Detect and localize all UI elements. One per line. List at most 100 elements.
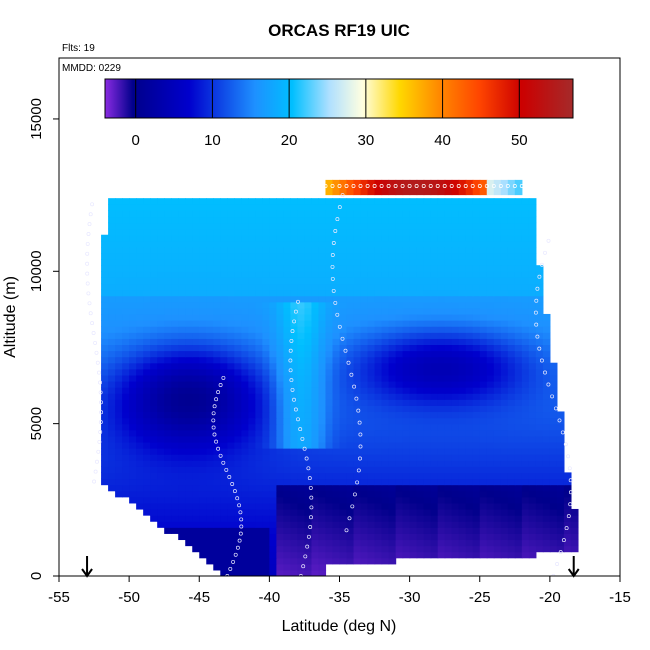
sample-point — [331, 241, 336, 245]
heatmap-cell — [507, 387, 516, 394]
heatmap-cell — [150, 423, 158, 431]
heatmap-cell — [108, 380, 116, 388]
heatmap-cell — [521, 344, 530, 352]
heatmap-cell — [157, 521, 165, 528]
heatmap-cell — [360, 429, 369, 437]
heatmap-cell — [185, 259, 193, 266]
heatmap-cell — [535, 521, 544, 528]
heatmap-cell — [262, 460, 270, 467]
heatmap-cell — [157, 265, 165, 272]
heatmap-cell — [227, 557, 235, 565]
heatmap-cell — [500, 301, 509, 309]
heatmap-cell — [542, 362, 551, 370]
heatmap-cell — [122, 362, 130, 370]
heatmap-cell — [199, 222, 207, 230]
heatmap-cell — [297, 411, 306, 419]
heatmap-cell — [409, 380, 418, 388]
heatmap-cell — [507, 429, 516, 437]
heatmap-cell — [248, 502, 256, 510]
heatmap-cell — [395, 362, 404, 370]
heatmap-cell — [185, 502, 193, 510]
heatmap-cell — [402, 198, 411, 205]
heatmap-cell — [381, 539, 390, 547]
heatmap-cell — [143, 234, 151, 242]
sample-point — [221, 460, 226, 465]
heatmap-cell — [493, 332, 502, 339]
heatmap-cell — [304, 399, 313, 406]
heatmap-cell — [486, 356, 495, 364]
heatmap-cell — [178, 271, 186, 278]
heatmap-cell — [283, 496, 292, 504]
heatmap-cell — [290, 563, 299, 571]
heatmap-cell — [318, 466, 327, 473]
heatmap-cell — [353, 265, 362, 272]
sample-point — [558, 550, 563, 555]
heatmap-cell — [479, 478, 488, 486]
heatmap-cell — [108, 441, 116, 449]
heatmap-cell — [206, 344, 214, 352]
heatmap-cell — [493, 259, 502, 266]
heatmap-cell — [115, 320, 123, 327]
heatmap-cell — [493, 490, 502, 498]
heatmap-cell — [479, 533, 488, 541]
heatmap-cell — [444, 508, 453, 516]
heatmap-cell — [255, 515, 263, 522]
heatmap-cell — [276, 265, 284, 272]
heatmap-cell — [108, 222, 116, 230]
heatmap-cell — [486, 204, 495, 211]
heatmap-cell — [486, 380, 495, 388]
heatmap-cell — [213, 466, 221, 473]
heatmap-cell — [213, 368, 221, 376]
heatmap-cell — [304, 441, 313, 449]
heatmap-cell — [318, 429, 327, 437]
heatmap-cell — [108, 374, 116, 382]
heatmap-cell — [262, 198, 270, 205]
heatmap-cell — [325, 557, 334, 565]
heatmap-cell — [241, 374, 249, 382]
heatmap-cell — [472, 521, 481, 528]
heatmap-cell — [297, 466, 306, 473]
heatmap-cell — [493, 295, 502, 303]
heatmap-cell — [381, 326, 390, 333]
heatmap-cell — [283, 502, 292, 510]
heatmap-cell — [374, 545, 383, 553]
heatmap-cell — [549, 417, 558, 425]
heatmap-cell — [409, 350, 418, 358]
heatmap-cell — [444, 515, 453, 522]
heatmap-cell — [115, 460, 123, 467]
sample-point — [421, 184, 426, 188]
heatmap-cell — [528, 545, 537, 553]
heatmap-cell — [213, 460, 221, 467]
heatmap-cell — [451, 399, 460, 406]
heatmap-cell — [493, 454, 502, 461]
heatmap-cell — [486, 253, 495, 260]
heatmap-cell — [318, 234, 327, 242]
heatmap-cell — [234, 204, 242, 211]
heatmap-cell — [276, 484, 284, 492]
heatmap-cell — [269, 326, 277, 333]
heatmap-cell — [248, 271, 256, 278]
heatmap-cell — [199, 259, 207, 266]
heatmap-cell — [276, 246, 284, 254]
heatmap-cell — [486, 234, 495, 242]
heatmap-cell — [535, 283, 544, 291]
heatmap-cell — [556, 527, 565, 534]
heatmap-cell — [213, 521, 221, 528]
heatmap-cell — [178, 301, 186, 309]
heatmap-cell — [549, 368, 558, 376]
heatmap-cell — [122, 277, 130, 285]
heatmap-cell — [339, 380, 348, 388]
heatmap-cell — [332, 399, 341, 406]
heatmap-cell — [213, 295, 221, 303]
heatmap-cell — [402, 460, 411, 467]
heatmap-cell — [507, 307, 516, 315]
heatmap-cell — [150, 344, 158, 352]
heatmap-cell — [451, 344, 460, 352]
heatmap-cell — [290, 399, 299, 406]
heatmap-cell — [458, 539, 467, 547]
heatmap-cell — [535, 454, 544, 461]
heatmap-cell — [227, 228, 235, 236]
heatmap-cell — [346, 265, 355, 272]
heatmap-cell — [374, 472, 383, 480]
heatmap-cell — [367, 557, 376, 565]
